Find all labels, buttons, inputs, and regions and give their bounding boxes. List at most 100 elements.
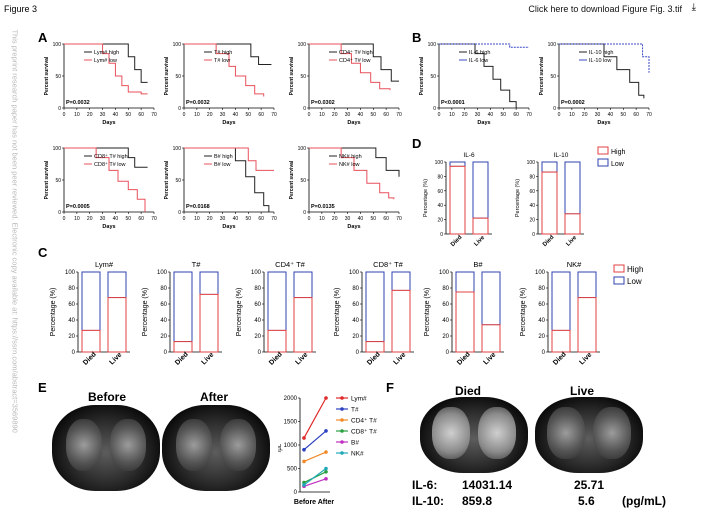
y-tick-label: 100 [349,270,360,276]
y-tick-label: 60 [254,302,261,308]
bar-category-label: Died [542,234,556,248]
bar-segment-low [577,271,597,299]
x-tick-label: 60 [513,112,519,118]
x-tick-label: 40 [358,112,364,118]
bar-segment-high [293,297,313,353]
x-tick-label: 20 [582,112,588,118]
legend-low-swatch [613,276,625,285]
survival-plot-7: 0 10 20 30 40 50 60 70 0 50 100 Days Percent surviva… [164,146,277,230]
data-point [324,469,328,474]
live-il10-value: 5.6 [578,494,595,508]
bar-segment-low [551,271,571,331]
legend-low-label: Low [611,161,625,168]
data-point [302,483,306,487]
high-curve [309,43,399,82]
y-tick-label: 100 [173,42,182,48]
bar-chart-2: IL-10 0 20 40 60 80 100 Percentage (%) Died Live [515,152,584,248]
survival-plot-1: 0 10 20 30 40 50 60 70 0 50 100 Days Percent surviva… [44,42,157,126]
bar-segment-low [293,271,313,299]
y-tick-label: 20 [254,334,261,340]
bar-segment-high [551,329,571,353]
legend-high-label: IL-10 high [589,50,613,56]
x-tick-label: 40 [608,112,614,118]
series-line [303,451,327,463]
y-tick-label: 2000 [284,396,298,402]
y-tick-label: 100 [173,146,182,152]
bar-segment-high [564,213,581,235]
bar-chart-3: Lym# 0 20 40 60 80 100 Percentage (%) Died Live [50,260,130,367]
legend-low-label: Lym# low [94,58,117,64]
y-tick-label: 60 [352,302,359,308]
y-axis-label: Percentage (%) [142,288,149,337]
y-axis-label: Percent survival [289,160,295,199]
bar-category-label: Live [201,351,216,366]
bar-segment-low [173,271,193,343]
died-il6-value: 14031.14 [462,478,513,492]
bar-segment-high [173,341,193,353]
y-axis-label: Percent survival [164,160,170,199]
x-tick-label: 30 [475,112,481,118]
bar-category-label: Died [450,234,464,248]
x-tick-label: 10 [319,112,325,118]
legend-label: T# [351,407,359,414]
x-tick-label: 70 [151,112,157,118]
legend-high-swatch [613,264,625,273]
y-tick-label: 500 [287,467,298,473]
x-tick-label: 20 [87,216,93,222]
legend-label: NK# [351,451,364,458]
data-point [302,447,306,452]
y-tick-label: 50 [55,178,61,184]
y-tick-label: 40 [352,318,359,324]
bar-segment-high [199,293,219,353]
x-tick-label: 60 [258,112,264,118]
survival-plot-8: 0 10 20 30 40 50 60 70 0 50 100 Days Percent surviva… [289,146,402,230]
y-axis-label: Percentage (%) [424,288,431,337]
y-tick-label: 20 [352,334,359,340]
y-tick-label: 100 [65,270,76,276]
series-line [303,430,327,451]
y-tick-label: 40 [529,203,535,209]
x-tick-label: 10 [74,216,80,222]
y-tick-label: 20 [68,334,75,340]
bar-segment-low [481,271,501,326]
y-tick-label: 60 [529,189,535,195]
x-axis-label: Days [347,120,360,126]
y-tick-label: 60 [160,302,167,308]
bar-segment-low [455,271,475,293]
y-tick-label: 40 [442,318,449,324]
download-link[interactable]: Click here to download Figure Fig. 3.tif [528,4,682,14]
il10-label: IL-10: [412,494,445,508]
x-tick-label: 30 [100,112,106,118]
y-tick-label: 40 [437,203,443,209]
bar-segment-low [81,271,101,331]
x-axis-label: Days [477,120,490,126]
il6-label: IL-6: [412,478,438,492]
x-tick-label: 20 [332,112,338,118]
y-tick-label: 0 [440,232,443,238]
y-axis-label: Percentage (%) [50,288,57,337]
high-curve [64,43,148,83]
data-point [302,459,306,464]
download-icon[interactable]: ⤓ [691,2,696,13]
x-tick-label: 0 [63,112,66,118]
bar-category-label: Died [82,351,98,367]
bar-segment-low [564,161,581,215]
x-tick-label: 70 [526,112,532,118]
panel-label-e: E [38,380,47,395]
legend-low-label: CD4⁺ T# low [339,57,371,64]
p-value: P=0.0135 [311,204,335,210]
high-curve [64,147,148,168]
x-tick-label: 40 [113,216,119,222]
x-tick-label: 20 [207,216,213,222]
x-tick-label: 50 [246,216,252,222]
y-tick-label: 60 [538,302,545,308]
data-point [302,436,306,440]
ct-live-label: Live [570,384,595,398]
bar-category-label: Live [565,234,578,247]
x-tick-label: 0 [558,112,561,118]
bar-segment-low [365,271,385,343]
y-tick-label: 80 [68,286,75,292]
bar-chart-title: CD4⁺ T# [275,260,305,269]
x-tick-label: 30 [595,112,601,118]
y-tick-label: 100 [251,270,262,276]
